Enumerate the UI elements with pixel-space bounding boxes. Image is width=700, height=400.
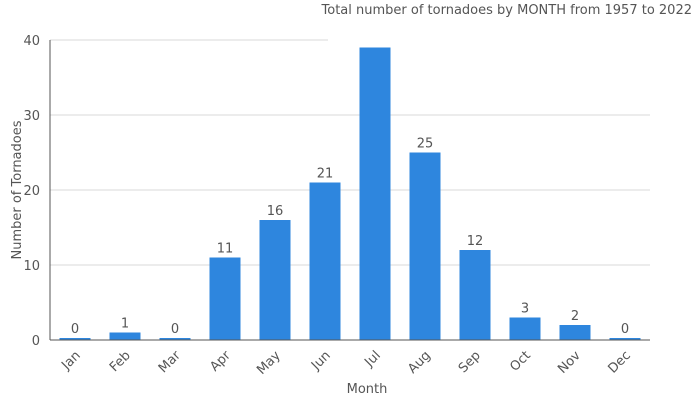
bar-jan — [59, 338, 91, 340]
bar-aug — [409, 152, 441, 340]
y-axis-label: Number of Tornadoes — [10, 120, 25, 259]
data-label: 21 — [317, 167, 334, 182]
data-label: 11 — [217, 242, 234, 257]
bar-oct — [509, 317, 541, 340]
bar-dec — [609, 338, 641, 340]
y-tick-label: 30 — [23, 109, 40, 124]
x-tick-label: Jan — [58, 348, 83, 373]
bar-sep — [459, 250, 491, 340]
x-tick-label: Sep — [456, 348, 484, 376]
x-axis-label: Month — [347, 382, 388, 397]
data-label: 0 — [171, 322, 179, 337]
data-label: 0 — [621, 322, 629, 337]
y-tick-label: 40 — [23, 34, 40, 49]
y-tick-label: 20 — [23, 184, 40, 199]
chart-title: Total number of tornadoes by MONTH from … — [321, 3, 692, 18]
x-tick-label: Apr — [207, 348, 234, 375]
data-label: 25 — [417, 137, 434, 152]
y-tick-label: 0 — [32, 334, 40, 349]
bar-jul — [359, 47, 391, 340]
bar-may — [259, 220, 291, 340]
data-label: 16 — [267, 204, 284, 219]
x-tick-label: Jul — [361, 348, 383, 370]
bar-jun — [309, 182, 341, 340]
x-tick-label: Feb — [107, 348, 134, 375]
data-label: 12 — [467, 234, 484, 249]
x-tick-label: Mar — [156, 348, 184, 376]
x-tick-label: Jun — [308, 348, 334, 374]
x-tick-label: Dec — [605, 348, 633, 376]
bar-nov — [559, 325, 591, 340]
data-label: 3 — [521, 302, 529, 317]
data-label: 0 — [71, 322, 79, 337]
y-tick-label: 10 — [23, 259, 40, 274]
x-tick-label: Nov — [555, 348, 584, 377]
bar-mar — [159, 338, 191, 340]
bar-feb — [109, 332, 141, 340]
data-label: 1 — [121, 317, 129, 332]
x-tick-label: Oct — [507, 348, 534, 375]
title-background — [328, 0, 700, 44]
x-tick-label: Aug — [405, 348, 434, 377]
data-label: 2 — [571, 309, 579, 324]
x-tick-label: May — [254, 348, 284, 378]
bar-apr — [209, 257, 241, 340]
